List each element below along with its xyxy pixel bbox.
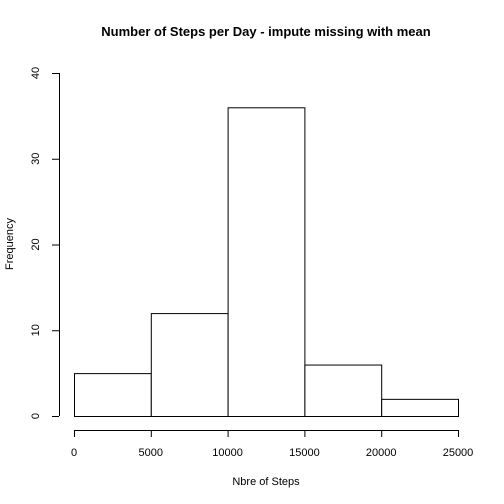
y-tick-label-2: 20 [30, 238, 42, 250]
histogram-bar-2 [227, 107, 306, 418]
histogram-bar-1 [150, 313, 229, 418]
y-tick-label-3: 30 [30, 153, 42, 165]
x-tick-label-5: 25000 [443, 447, 474, 459]
y-tick-label-0: 0 [30, 413, 42, 419]
y-axis-label: Frequency [4, 218, 16, 270]
histogram-bar-4 [381, 398, 460, 418]
chart-title: Number of Steps per Day - impute missing… [101, 24, 430, 39]
x-tick-label-3: 15000 [289, 447, 320, 459]
x-tick-label-2: 10000 [212, 447, 243, 459]
y-tick-label-4: 40 [30, 67, 42, 79]
x-axis: 0 5000 10000 15000 20000 25000 [71, 430, 473, 459]
x-axis-label: Nbre of Steps [232, 476, 300, 488]
histogram-bar-3 [304, 364, 383, 417]
y-tick-label-1: 10 [30, 324, 42, 336]
y-axis: 0 10 20 30 40 [30, 67, 60, 419]
histogram-bar-0 [74, 373, 152, 417]
x-tick-label-0: 0 [71, 447, 77, 459]
x-tick-label-1: 5000 [139, 447, 163, 459]
x-tick-label-4: 20000 [366, 447, 397, 459]
bars-group [74, 107, 460, 418]
